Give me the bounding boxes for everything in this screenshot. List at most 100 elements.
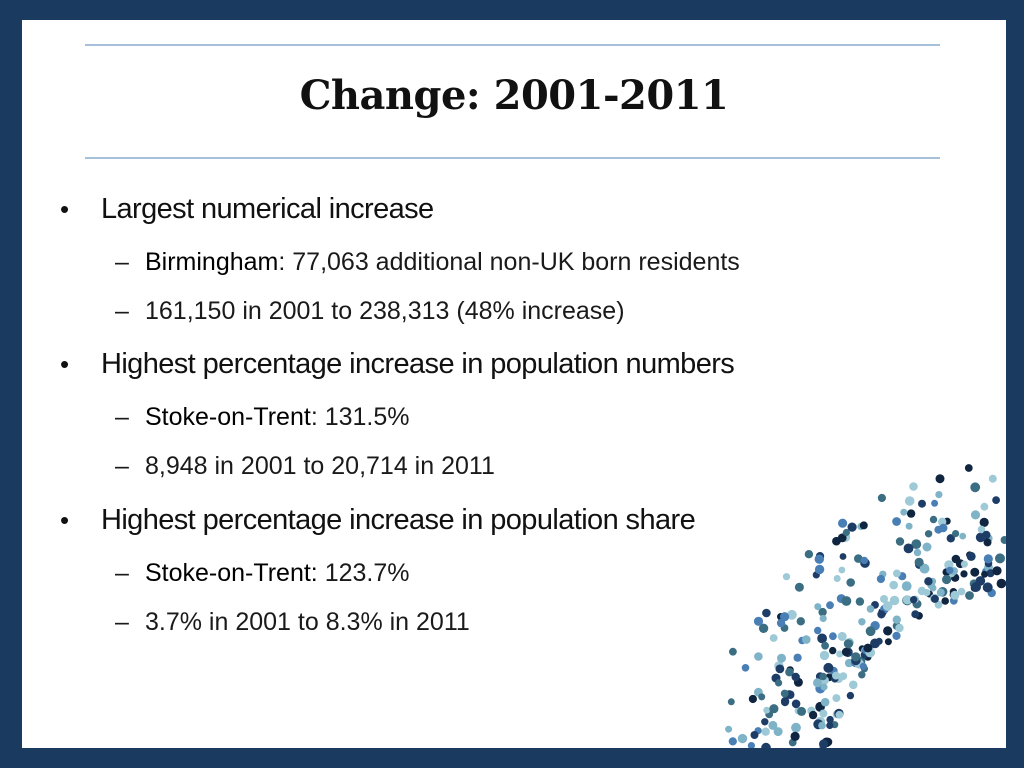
decorative-dot: [959, 532, 967, 540]
decorative-dot: [820, 697, 830, 707]
decorative-dot: [931, 499, 939, 507]
dot-arc-decoration: [725, 464, 1006, 748]
decorative-dot: [892, 615, 901, 624]
decorative-dot: [957, 587, 966, 596]
bullet-glyph: •: [60, 349, 69, 379]
decorative-dot: [983, 554, 993, 564]
decorative-dot: [911, 539, 922, 549]
decorative-dot: [761, 742, 771, 748]
decorative-dot: [924, 530, 933, 538]
decorative-dot: [876, 574, 886, 584]
decorative-dot: [787, 609, 797, 620]
decorative-dot: [865, 626, 876, 637]
slide-title: Change: 2001-2011: [299, 72, 729, 119]
bullet-glyph: •: [60, 194, 69, 224]
bullet-heading: Highest percentage increase in populatio…: [101, 348, 735, 380]
decorative-dot: [952, 530, 960, 538]
decorative-dot: [826, 601, 834, 610]
decorative-dot: [863, 643, 873, 653]
dash-glyph: –: [115, 559, 129, 587]
decorative-dot: [895, 623, 904, 633]
decorative-dot: [889, 580, 898, 590]
decorative-dot: [866, 605, 875, 613]
decorative-dot: [762, 608, 771, 618]
decorative-dot: [781, 698, 789, 707]
slide-canvas: Change: 2001-2011 • Largest numerical inc…: [22, 20, 1006, 748]
decorative-dot: [981, 570, 988, 578]
decorative-dot: [829, 632, 837, 641]
decorative-dot: [980, 502, 989, 511]
decorative-dot: [982, 530, 991, 539]
decorative-dot: [833, 575, 841, 582]
decorative-dot: [725, 725, 733, 733]
decorative-dot: [839, 553, 847, 560]
decorative-dot: [818, 607, 827, 617]
decorative-dot: [728, 737, 737, 746]
decorative-dot: [859, 521, 868, 530]
decorative-dot: [966, 551, 976, 561]
title-rule-top: [85, 44, 940, 46]
decorative-dot: [855, 597, 865, 606]
sub-item: – Stoke-on-Trent: 131.5%: [115, 401, 410, 433]
sub-item: –161,150 in 2001 to 238,313 (48% increas…: [115, 295, 625, 327]
decorative-dot: [889, 595, 900, 606]
decorative-dot: [761, 727, 770, 736]
decorative-dot: [904, 496, 915, 506]
decorative-dot: [813, 678, 822, 688]
decorative-dot: [727, 698, 735, 706]
decorative-dot: [804, 550, 814, 559]
decorative-dot: [843, 639, 854, 649]
decorative-dot: [763, 706, 771, 714]
decorative-dot: [854, 554, 863, 563]
decorative-dot: [851, 652, 861, 662]
decorative-dot: [935, 491, 943, 499]
decorative-dot: [758, 623, 769, 633]
dash-glyph: –: [115, 403, 129, 431]
decorative-dot: [819, 672, 827, 681]
decorative-dot: [835, 710, 844, 719]
decorative-dot: [777, 653, 786, 663]
decorative-dot: [832, 694, 841, 703]
decorative-dot: [960, 560, 968, 568]
decorative-dot: [900, 508, 908, 516]
decorative-dot: [880, 595, 888, 603]
dash-glyph: –: [115, 452, 129, 480]
decorative-dot: [841, 596, 852, 606]
decorative-dot: [775, 664, 785, 674]
decorative-dot: [785, 667, 794, 677]
decorative-dot: [818, 721, 826, 730]
decorative-dot: [780, 689, 789, 698]
decorative-dot: [790, 731, 800, 742]
decorative-dot: [965, 591, 974, 600]
decorative-dot: [909, 482, 918, 491]
decorative-dot: [821, 641, 829, 650]
decorative-dot: [797, 706, 807, 716]
decorative-dot: [837, 631, 847, 641]
decorative-dot: [930, 594, 939, 603]
sub-item: – Stoke-on-Trent: 123.7%: [115, 557, 410, 589]
decorative-dot: [988, 474, 997, 483]
decorative-dot: [849, 680, 858, 690]
decorative-dot: [814, 554, 824, 564]
decorative-dot: [983, 538, 992, 547]
decorative-dot: [884, 638, 892, 646]
decorative-dot: [791, 699, 801, 709]
decorative-dot: [808, 710, 818, 720]
decorative-dot: [793, 653, 802, 662]
decorative-dot: [892, 517, 901, 526]
decorative-dot: [858, 618, 866, 626]
decorative-dot: [802, 635, 811, 644]
decorative-dot: [814, 603, 822, 611]
decorative-dot: [819, 709, 828, 718]
decorative-dot: [970, 482, 981, 493]
decorative-dot: [859, 662, 867, 670]
decorative-dot: [791, 722, 801, 733]
decorative-dot: [902, 595, 913, 605]
decorative-dot: [913, 548, 922, 557]
decorative-dot: [960, 570, 968, 578]
decorative-dot: [992, 566, 1002, 576]
sub-item-lead: Birmingham: [145, 248, 279, 276]
decorative-dot: [877, 610, 886, 619]
decorative-dot: [819, 614, 827, 623]
decorative-dot: [847, 522, 857, 532]
